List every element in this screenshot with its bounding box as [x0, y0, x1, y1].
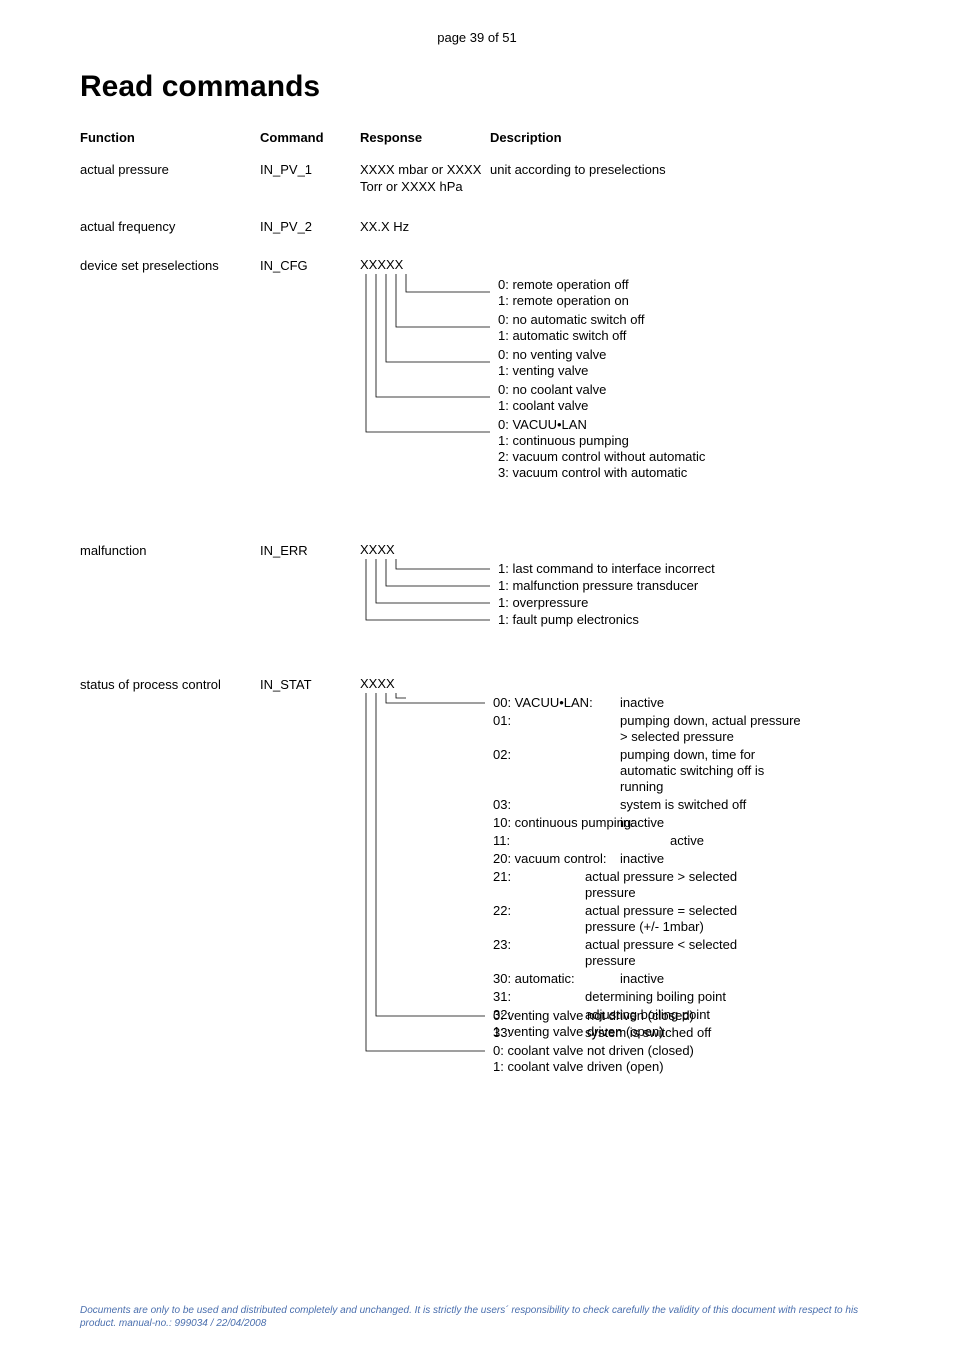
branch-text: 0: VACUU•LAN1: continuous pumping2: vacu…	[498, 417, 706, 480]
svg-text:21:: 21:	[493, 869, 511, 884]
cell-function: device set preselections	[80, 257, 260, 542]
svg-text:02:: 02:	[493, 747, 511, 762]
svg-text:actual pressure < selected: actual pressure < selected	[585, 937, 737, 952]
branch-text: 0: remote operation off1: remote operati…	[498, 277, 629, 308]
svg-text:inactive: inactive	[620, 815, 664, 830]
svg-text:pressure (+/- 1mbar): pressure (+/- 1mbar)	[585, 919, 704, 934]
svg-text:00: VACUU•LAN:: 00: VACUU•LAN:	[493, 695, 593, 710]
svg-text:inactive: inactive	[620, 695, 664, 710]
cell-function: actual pressure	[80, 161, 260, 218]
svg-text:active: active	[670, 833, 704, 848]
svg-text:31:: 31:	[493, 989, 511, 1004]
svg-text:> selected pressure: > selected pressure	[620, 729, 734, 744]
cell-response: XXXX mbar or XXXX Torr or XXXX hPa	[360, 161, 490, 218]
cell-function: malfunction	[80, 542, 260, 677]
tree-malfunction: XXXX 1: last command to interface incorr…	[360, 542, 874, 677]
cell-description: unit according to preselections	[490, 161, 874, 218]
cell-response: XX.X Hz	[360, 218, 490, 258]
svg-text:23:: 23:	[493, 937, 511, 952]
response-root: XXXX	[360, 542, 395, 557]
branch-text: 0: no coolant valve1: coolant valve	[498, 382, 606, 413]
svg-text:22:: 22:	[493, 903, 511, 918]
svg-text:automatic switching off is: automatic switching off is	[620, 763, 765, 778]
col-function: Function	[80, 129, 260, 161]
cell-description	[490, 218, 874, 258]
svg-text:pressure: pressure	[585, 953, 636, 968]
svg-text:03:: 03:	[493, 797, 511, 812]
response-root: XXXX	[360, 676, 395, 691]
branch-text: 0: no venting valve1: venting valve	[498, 347, 606, 378]
svg-text:10: continuous pumping:: 10: continuous pumping:	[493, 815, 635, 830]
tree-device-set: XXXXX 0: remote operation off1: remote o…	[360, 257, 874, 542]
branch-text: 1: last command to interface incorrect	[498, 561, 715, 576]
svg-text:actual pressure = selected: actual pressure = selected	[585, 903, 737, 918]
cell-function: actual frequency	[80, 218, 260, 258]
branch-text: 1: malfunction pressure transducer	[498, 578, 699, 593]
col-response: Response	[360, 129, 490, 161]
page-header: page 39 of 51	[80, 30, 874, 45]
svg-text:inactive: inactive	[620, 971, 664, 986]
svg-text:30: automatic:: 30: automatic:	[493, 971, 575, 986]
response-root: XXXXX	[360, 257, 404, 272]
cell-command: IN_PV_2	[260, 218, 360, 258]
col-command: Command	[260, 129, 360, 161]
svg-text:pumping down, actual pressure: pumping down, actual pressure	[620, 713, 801, 728]
cell-function: status of process control	[80, 676, 260, 1111]
svg-text:01:: 01:	[493, 713, 511, 728]
branch-text: 1: overpressure	[498, 595, 588, 610]
command-table: Function Command Response Description ac…	[80, 129, 874, 1111]
svg-text:20: vacuum control:: 20: vacuum control:	[493, 851, 606, 866]
svg-text:pumping down, time for: pumping down, time for	[620, 747, 756, 762]
branch-text: 0: no automatic switch off1: automatic s…	[498, 312, 645, 343]
branch-text: 0: coolant valve not driven (closed)1: c…	[493, 1043, 694, 1074]
col-description: Description	[490, 129, 874, 161]
status-block: 00: VACUU•LAN: inactive 01: pumping down, a…	[493, 695, 801, 1040]
svg-text:inactive: inactive	[620, 851, 664, 866]
cell-command: IN_ERR	[260, 542, 360, 677]
svg-text:system is switched off: system is switched off	[620, 797, 747, 812]
page-title: Read commands	[80, 70, 874, 104]
branch-text: 1: fault pump electronics	[498, 612, 639, 627]
svg-text:running: running	[620, 779, 663, 794]
svg-text:determining boiling point: determining boiling point	[585, 989, 726, 1004]
cell-command: IN_CFG	[260, 257, 360, 542]
cell-command: IN_PV_1	[260, 161, 360, 218]
svg-text:11:: 11:	[493, 833, 510, 848]
footer-text: Documents are only to be used and distri…	[80, 1304, 874, 1330]
svg-text:pressure: pressure	[585, 885, 636, 900]
cell-command: IN_STAT	[260, 676, 360, 1111]
tree-status: XXXX 00: VACUU•LAN: inactive 01: pumping do…	[360, 676, 874, 1111]
svg-text:actual pressure > selected: actual pressure > selected	[585, 869, 737, 884]
